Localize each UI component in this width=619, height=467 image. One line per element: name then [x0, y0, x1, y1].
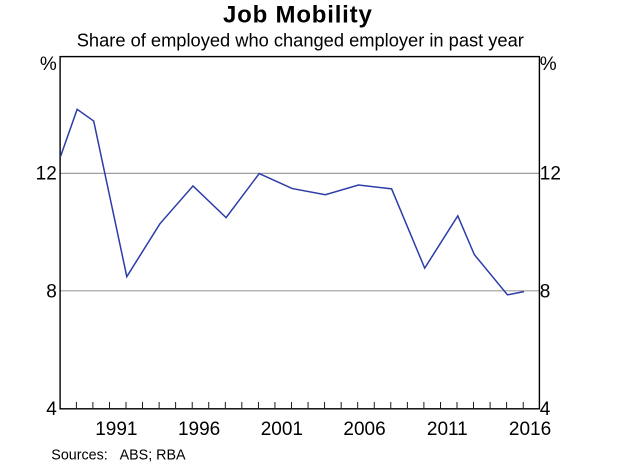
svg-text:12: 12: [36, 163, 57, 184]
svg-text:Share of employed who changed: Share of employed who changed employer i…: [77, 30, 524, 51]
svg-text:%: %: [40, 54, 57, 75]
svg-text:2001: 2001: [261, 419, 303, 440]
svg-text:8: 8: [540, 281, 551, 302]
svg-text:2011: 2011: [427, 419, 468, 440]
svg-text:ABS; RBA: ABS; RBA: [120, 448, 186, 464]
svg-text:Sources:: Sources:: [51, 448, 107, 464]
svg-text:2006: 2006: [343, 419, 385, 440]
svg-text:2016: 2016: [509, 419, 551, 440]
svg-text:1991: 1991: [95, 419, 137, 440]
svg-text:Job Mobility: Job Mobility: [223, 1, 373, 28]
svg-text:%: %: [540, 54, 557, 75]
svg-text:1996: 1996: [178, 419, 220, 440]
svg-text:8: 8: [46, 281, 57, 302]
svg-text:4: 4: [540, 399, 551, 420]
svg-text:12: 12: [540, 163, 561, 184]
svg-text:4: 4: [46, 399, 57, 420]
